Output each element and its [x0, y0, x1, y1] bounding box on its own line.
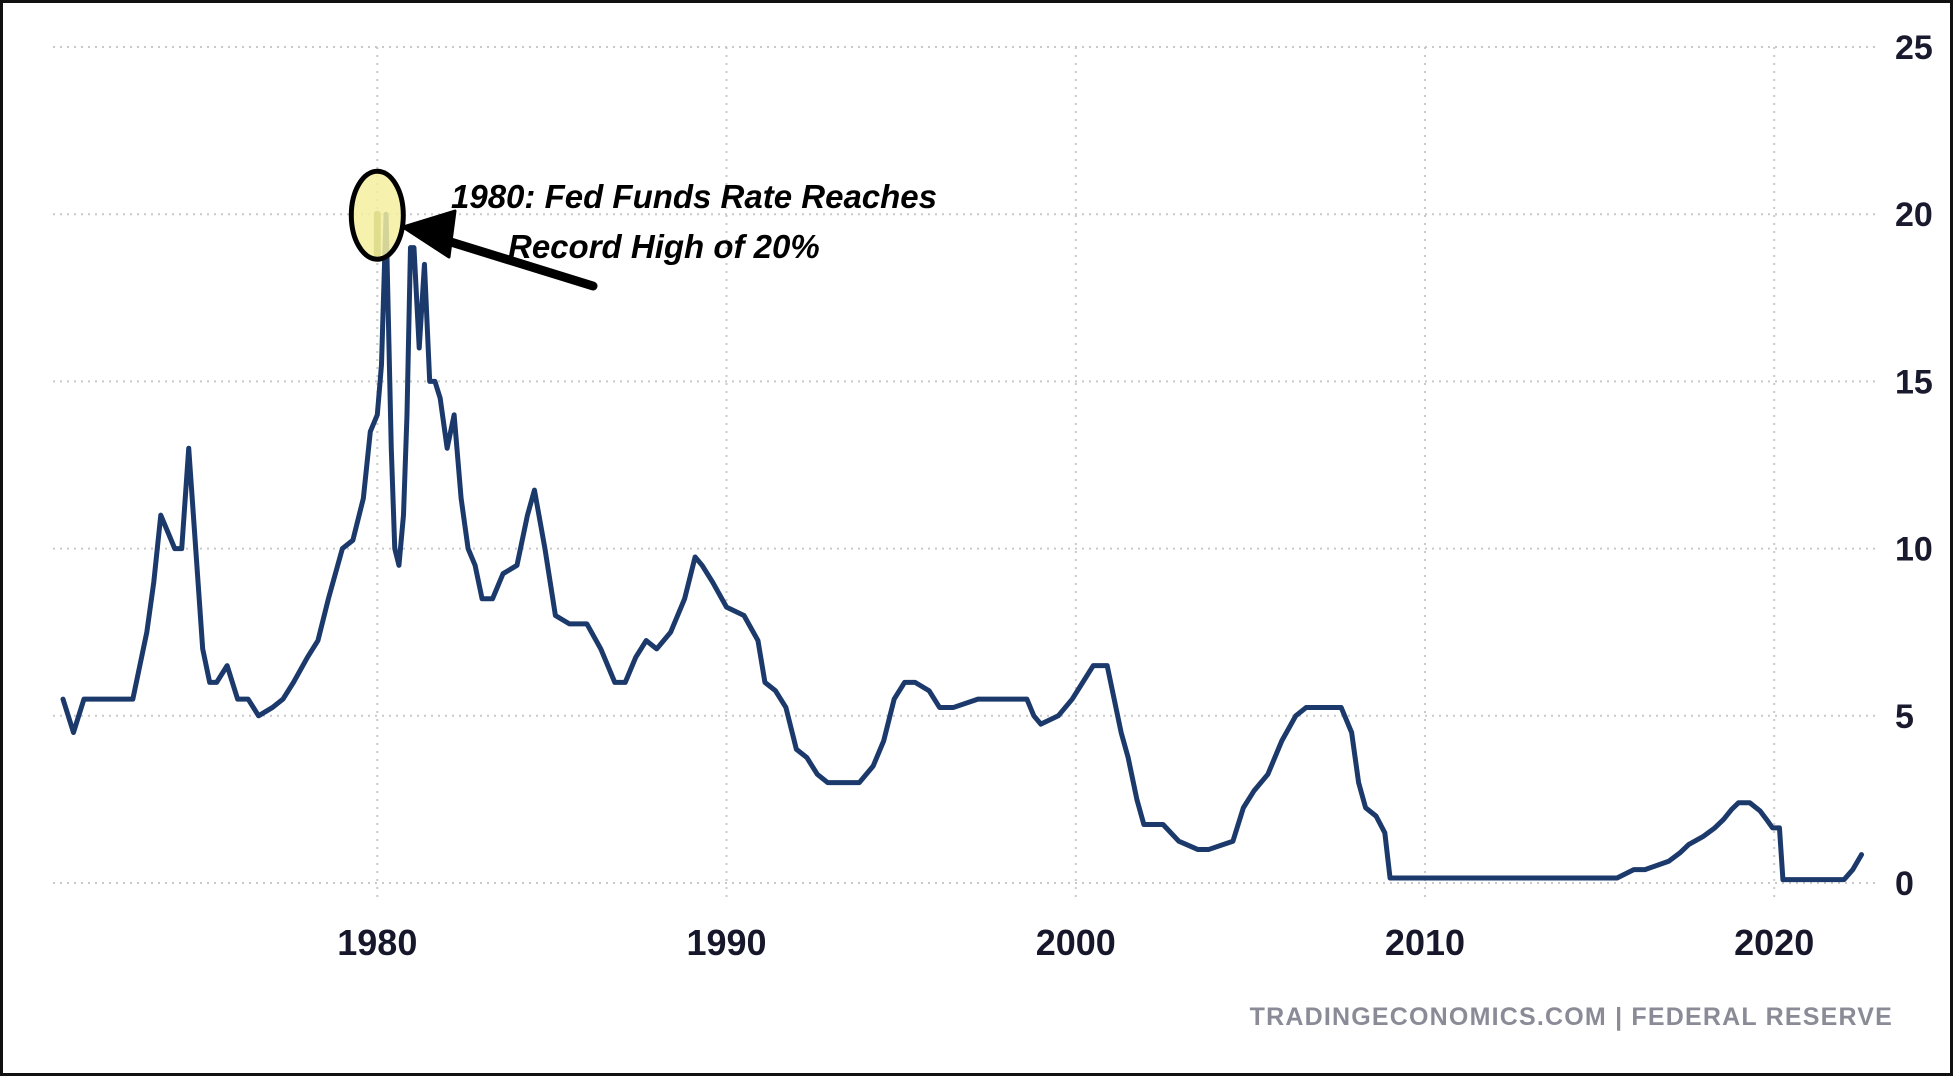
annotation-line-1: 1980: Fed Funds Rate Reaches: [451, 178, 937, 215]
series-line-0: [60, 211, 1865, 883]
vertical-gridlines: [376, 47, 1776, 899]
x-tick-1980: 1980: [337, 922, 417, 963]
x-tick-2010: 2010: [1385, 922, 1465, 963]
highlight-ellipse: [348, 168, 406, 262]
chart-plot-area: 0 5 10 15 20 25 1980 1990 2000 2010 2020 1980: Fe…: [3, 3, 1950, 1073]
annotation-group: 1980: Fed Funds Rate Reaches Record High…: [348, 168, 937, 291]
y-axis-tick-labels: 0 5 10 15 20 25: [1895, 29, 1933, 903]
y-tick-10: 10: [1895, 531, 1933, 569]
x-tick-2000: 2000: [1036, 922, 1116, 963]
annotation-line-2: Record High of 20%: [508, 228, 820, 265]
y-tick-15: 15: [1895, 363, 1933, 401]
x-tick-2020: 2020: [1734, 922, 1814, 963]
y-tick-25: 25: [1895, 29, 1933, 67]
y-tick-5: 5: [1895, 698, 1914, 736]
series-group: [60, 211, 1865, 883]
x-axis-tick-labels: 1980 1990 2000 2010 2020: [337, 922, 1814, 963]
fed-funds-rate-chart: 0 5 10 15 20 25 1980 1990 2000 2010 2020 1980: Fe…: [53, 29, 1933, 1031]
annotation-arrow: [401, 209, 598, 291]
source-attribution: TRADINGECONOMICS.COM | FEDERAL RESERVE: [1250, 1003, 1893, 1031]
x-tick-1990: 1990: [686, 922, 766, 963]
horizontal-gridlines: [53, 46, 1877, 884]
y-tick-0: 0: [1895, 865, 1914, 903]
y-tick-20: 20: [1895, 196, 1933, 234]
